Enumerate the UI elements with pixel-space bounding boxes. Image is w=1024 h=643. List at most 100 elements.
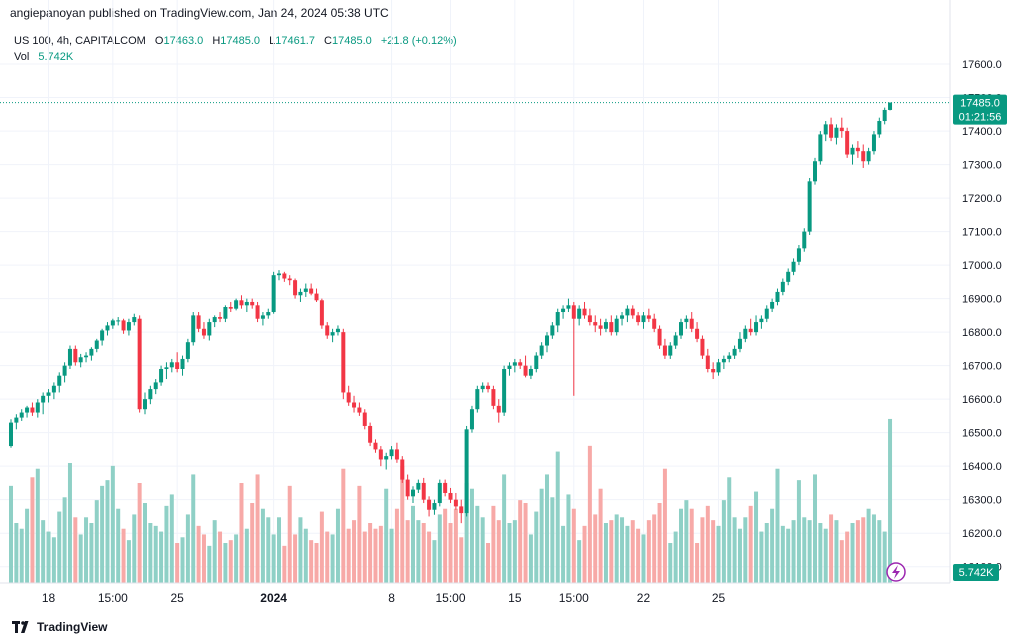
volume-bar	[169, 494, 174, 583]
candle-body	[641, 315, 646, 323]
last-price-value: 17485.0	[960, 98, 1000, 110]
y-tick-label: 16400.0	[962, 461, 1002, 473]
volume-bar	[630, 520, 635, 583]
candle-body	[234, 300, 239, 309]
footer[interactable]: TradingView	[12, 618, 107, 636]
x-tick-label: 15:00	[559, 591, 589, 605]
candle-body	[566, 305, 571, 309]
lightning-icon[interactable]	[886, 562, 906, 582]
candle-body	[534, 355, 539, 369]
candle-body	[143, 399, 147, 410]
volume-bars	[9, 418, 893, 583]
y-tick-label: 16900.0	[962, 294, 1002, 306]
volume-bar	[603, 523, 608, 583]
candle-body	[325, 325, 330, 336]
volume-bar	[850, 523, 855, 583]
candle-body	[19, 412, 24, 418]
volume-bar	[78, 534, 83, 583]
volume-bar	[362, 531, 367, 583]
volume-bar	[62, 497, 67, 583]
volume-bar	[657, 503, 662, 583]
candle-body	[84, 355, 89, 358]
volume-bar	[14, 523, 19, 583]
volume-bar	[121, 528, 126, 583]
candle-body	[207, 322, 212, 336]
volume-bar	[277, 517, 281, 583]
volume-bar	[764, 523, 769, 583]
candle-body	[298, 291, 303, 296]
volume-bar	[888, 418, 893, 583]
candle-body	[882, 109, 887, 122]
y-tick-label: 17100.0	[962, 227, 1002, 239]
candle-body	[303, 288, 308, 292]
candle-body	[223, 306, 228, 319]
candle-body	[271, 275, 276, 313]
volume-bar	[143, 503, 147, 583]
candle-body	[352, 402, 357, 408]
candle-body	[116, 320, 121, 322]
volume-bar	[239, 483, 244, 583]
x-tick-label: 8	[388, 591, 395, 605]
publish-line: angiepanoyan published on TradingView.co…	[10, 6, 389, 20]
volume-bar	[829, 514, 834, 583]
candle-body	[185, 342, 190, 359]
candle-body	[357, 407, 362, 413]
candle-body	[378, 449, 383, 460]
volume-bar	[791, 520, 796, 583]
candle-body	[732, 348, 737, 356]
candle-body	[802, 231, 807, 249]
candle-body	[512, 362, 517, 366]
x-tick-label: 15:00	[436, 591, 466, 605]
legend-high: 17485.0	[220, 35, 261, 47]
price-axis[interactable]: 17600.017500.017400.017300.017200.017100…	[962, 59, 1002, 574]
candle-body	[727, 355, 732, 359]
candle-body	[834, 127, 839, 138]
candle-body	[780, 281, 785, 292]
candle-body	[394, 449, 399, 460]
volume-bar	[400, 465, 405, 583]
y-tick-label: 17400.0	[962, 126, 1002, 138]
volume-bar	[100, 485, 105, 583]
candle-body	[662, 345, 667, 356]
volume-bar	[25, 508, 30, 583]
volume-bar	[223, 543, 228, 583]
volume-bar	[373, 528, 378, 583]
time-axis[interactable]: 18 15:00 25 2024 8 15:00 15 15:00 22 25	[42, 591, 726, 605]
volume-bar	[464, 483, 469, 583]
candle-body	[523, 365, 528, 376]
volume-bar	[475, 505, 480, 583]
volume-bar	[201, 534, 206, 583]
volume-bar	[539, 488, 544, 583]
volume-bar	[384, 488, 389, 583]
volume-bar	[453, 508, 458, 583]
footer-brand: TradingView	[37, 620, 108, 634]
volume-bar	[421, 523, 426, 583]
volume-bar	[394, 508, 399, 583]
volume-bar	[325, 531, 330, 583]
volume-bar	[593, 514, 598, 583]
volume-bar	[432, 540, 437, 583]
candle-body	[743, 328, 748, 339]
candle-body	[153, 382, 158, 390]
candle-body	[754, 322, 759, 333]
volume-bar	[518, 500, 523, 583]
candle-body	[807, 181, 812, 232]
candle-body	[255, 305, 260, 319]
volume-bar	[486, 543, 491, 583]
candle-body	[861, 151, 866, 162]
volume-bar	[427, 531, 432, 583]
candle-body	[411, 489, 415, 497]
candle-body	[362, 412, 367, 426]
candle-body	[593, 322, 598, 326]
volume-bar	[668, 543, 673, 583]
volume-bar	[882, 531, 887, 583]
volume-bar	[807, 520, 812, 583]
candle-body	[796, 248, 801, 262]
volume-bar	[587, 445, 592, 583]
last-price-countdown: 01:21:56	[959, 112, 1002, 124]
candle-body	[132, 317, 137, 323]
volume-bar	[73, 517, 78, 583]
candle-body	[443, 482, 448, 493]
candle-body	[652, 318, 657, 329]
